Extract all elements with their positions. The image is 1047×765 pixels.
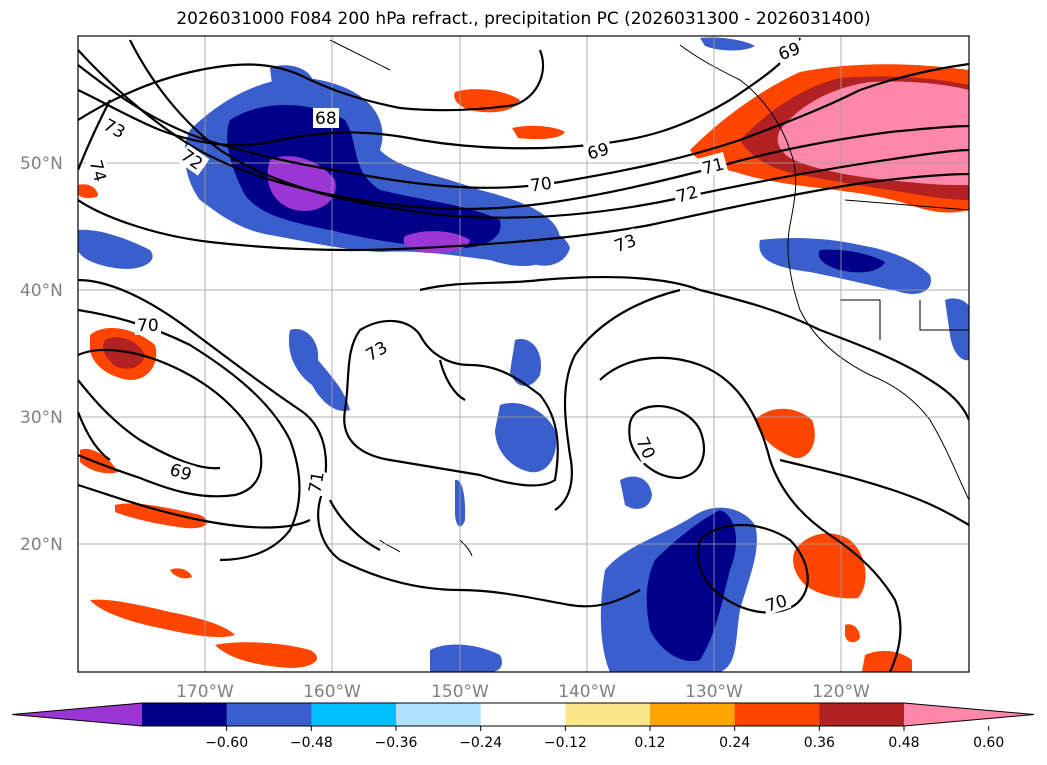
colorbar: −0.60 −0.48 −0.36 −0.24 −0.12 0.12 0.24 0.36 0.4…	[11, 702, 1035, 751]
lat-label: 20°N	[20, 535, 63, 555]
colorbar-segment	[226, 703, 312, 726]
lat-label: 40°N	[20, 281, 63, 301]
colorbar-extend-max	[904, 703, 1034, 726]
colorbar-segment	[565, 703, 651, 726]
colorbar-segment	[311, 703, 397, 726]
graticule	[78, 36, 969, 672]
refractivity-contours	[78, 37, 969, 672]
contour-label: 71	[305, 470, 328, 495]
colorbar-segment	[650, 703, 736, 726]
colorbar-tick-label: 0.48	[888, 735, 919, 751]
lon-label: 130°W	[685, 682, 743, 702]
lon-label: 150°W	[431, 682, 489, 702]
colorbar-tick-label: −0.60	[205, 735, 248, 751]
colorbar-segment	[480, 703, 566, 726]
colorbar-segment	[396, 703, 482, 726]
contour-label: 70	[137, 316, 159, 336]
colorbar-outline	[11, 702, 1035, 727]
colorbar-tick-label: 0.12	[634, 735, 665, 751]
map-title: 2026031000 F084 200 hPa refract., precip…	[176, 9, 871, 29]
contour-label: 68	[315, 109, 337, 129]
colorbar-tick-label: 0.24	[719, 735, 750, 751]
colorbar-extend-min	[12, 703, 142, 726]
map-frame	[77, 35, 970, 673]
colorbar-tick-label: −0.36	[375, 735, 418, 751]
latitude-labels: 50°N 40°N 30°N 20°N	[20, 154, 63, 555]
lon-label: 170°W	[176, 682, 234, 702]
colorbar-tick-label: −0.12	[544, 735, 587, 751]
colorbar-tick-label: 0.36	[804, 735, 835, 751]
negative-precip-shading	[78, 37, 969, 672]
colorbar-segment	[734, 703, 820, 726]
colorbar-tick-label: 0.60	[973, 735, 1004, 751]
longitude-labels: 170°W 160°W 150°W 140°W 130°W 120°W	[176, 682, 870, 702]
lon-label: 160°W	[303, 682, 361, 702]
lon-label: 120°W	[812, 682, 870, 702]
colorbar-segment	[819, 703, 905, 726]
lat-label: 50°N	[20, 154, 63, 174]
colorbar-tick-label: −0.48	[290, 735, 333, 751]
lat-label: 30°N	[20, 408, 63, 428]
lon-label: 140°W	[558, 682, 616, 702]
colorbar-tick-label: −0.24	[459, 735, 502, 751]
contour-label: 70	[529, 174, 553, 197]
colorbar-segment	[142, 703, 228, 726]
